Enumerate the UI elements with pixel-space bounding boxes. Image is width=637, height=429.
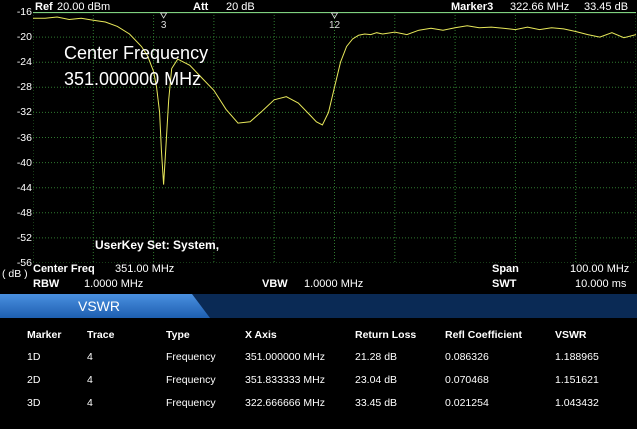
span-label: Span [492,263,519,275]
marker-label: 3 [161,20,167,31]
cell-return-loss: 33.45 dB [355,396,398,409]
marker-level: 33.45 dB [584,1,629,13]
table-header-row: Marker Trace Type X Axis Return Loss Ref… [0,325,625,345]
vswr-table: Marker Trace Type X Axis Return Loss Ref… [0,325,625,414]
tab-vswr-label: VSWR [78,298,120,314]
center-frequency-title: Center Frequency [64,43,209,63]
cell-x-axis: 322.666666 MHz [245,396,325,409]
col-marker: Marker [27,329,62,341]
col-vswr: VSWR [555,329,587,341]
marker-label: Marker3 [451,1,494,13]
y-tick-label: -20 [16,31,32,44]
marker-glyph [159,12,168,19]
cell-refl-coefficient: 0.086326 [445,350,489,363]
ref-label: Ref [35,1,53,13]
tab-vswr[interactable] [0,294,210,318]
center-frequency-value: 351.000000 MHz [64,69,202,89]
span-value[interactable]: 100.00 MHz [570,263,630,275]
cell-type: Frequency [166,373,216,386]
cell-trace: 4 [87,350,93,363]
ref-value: 20.00 dBm [57,1,111,13]
cell-refl-coefficient: 0.070468 [445,373,489,386]
cell-type: Frequency [166,350,216,363]
vbw-label: VBW [262,278,288,290]
y-tick-label: -48 [16,206,32,219]
y-tick-label: -16 [16,6,32,18]
y-tick-label: -36 [16,131,32,144]
att-label: Att [193,1,209,13]
att-value: 20 dB [226,1,255,13]
col-x-axis: X Axis [245,329,277,341]
trace-line [33,16,636,185]
cell-trace: 4 [87,396,93,409]
cell-x-axis: 351.833333 MHz [245,373,325,386]
table-row[interactable]: 3D 4 Frequency 322.666666 MHz 33.45 dB 0… [0,391,625,414]
col-return-loss: Return Loss [355,329,417,341]
y-tick-label: -24 [16,56,32,69]
swt-label: SWT [492,278,517,290]
cell-return-loss: 23.04 dB [355,373,398,386]
cell-return-loss: 21.28 dB [355,350,398,363]
rbw-value[interactable]: 1.0000 MHz [84,278,144,290]
cell-vswr: 1.043432 [555,396,599,409]
marker-freq: 322.66 MHz [510,1,570,13]
y-tick-label: -56 [16,257,32,269]
cell-marker: 2D [27,373,41,386]
marker-label: 12 [329,20,341,31]
cell-refl-coefficient: 0.021254 [445,396,489,409]
col-trace: Trace [87,329,115,341]
col-type: Type [166,329,190,341]
center-freq-value[interactable]: 351.00 MHz [115,263,175,275]
cell-vswr: 1.188965 [555,350,599,363]
col-refl-coefficient: Refl Coefficient [445,329,523,341]
y-tick-label: -32 [16,106,32,119]
cell-x-axis: 351.000000 MHz [245,350,325,363]
table-row[interactable]: 1D 4 Frequency 351.000000 MHz 21.28 dB 0… [0,345,625,368]
y-tick-label: -40 [16,156,32,169]
cell-marker: 3D [27,396,41,409]
center-freq-label: Center Freq [33,263,95,275]
rbw-label: RBW [33,278,60,290]
cell-trace: 4 [87,373,93,386]
cell-vswr: 1.151621 [555,373,599,386]
y-tick-label: -44 [16,181,32,194]
cell-marker: 1D [27,350,41,363]
marker-glyph [330,12,339,19]
y-unit-label: ( dB ) [2,268,28,280]
y-tick-label: -52 [16,231,32,244]
table-row[interactable]: 2D 4 Frequency 351.833333 MHz 23.04 dB 0… [0,368,625,391]
spectrum-plot[interactable]: 3 12 [33,12,636,263]
y-tick-label: -28 [16,81,32,94]
vbw-value[interactable]: 1.0000 MHz [304,278,364,290]
cell-type: Frequency [166,396,216,409]
userkey-set-label: UserKey Set: System, [95,238,220,252]
swt-value[interactable]: 10.000 ms [575,278,627,290]
